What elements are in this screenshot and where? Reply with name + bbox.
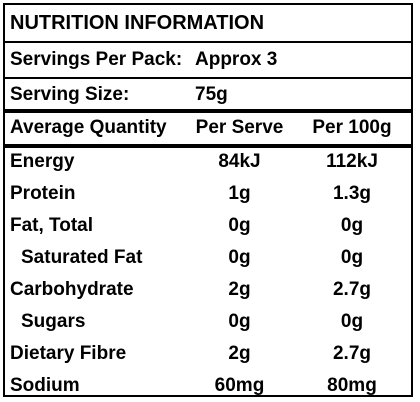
nutrient-per-serve: 1g <box>228 183 251 204</box>
nutrient-row-fat-total: Fat, Total 0g 0g <box>5 210 411 242</box>
serving-size-row: Serving Size: 75g <box>5 79 411 111</box>
nutrient-per-100g: 0g <box>340 247 364 268</box>
nutrient-per-serve: 0g <box>228 247 251 268</box>
divider <box>5 77 411 79</box>
title-row: NUTRITION INFORMATION <box>5 7 411 39</box>
nutrient-name: Saturated Fat <box>21 247 143 268</box>
column-header-per-100g: Per 100g <box>312 117 392 138</box>
nutrient-per-100g: 0g <box>340 311 364 332</box>
nutrient-per-100g: 80mg <box>327 375 377 396</box>
serving-size-value: 75g <box>195 84 228 105</box>
servings-row: Servings Per Pack: Approx 3 <box>5 44 411 76</box>
servings-label: Servings Per Pack: <box>10 49 183 70</box>
nutrient-name: Fat, Total <box>10 215 94 236</box>
nutrient-per-serve: 2g <box>228 343 251 364</box>
nutrient-per-100g: 2.7g <box>332 343 372 364</box>
nutrition-panel: NUTRITION INFORMATION Servings Per Pack:… <box>3 3 413 397</box>
nutrient-per-100g: 2.7g <box>332 279 372 300</box>
nutrient-row-sugars: Sugars 0g 0g <box>5 306 411 338</box>
nutrient-per-serve: 60mg <box>214 375 265 396</box>
serving-size-label: Serving Size: <box>10 84 130 105</box>
nutrient-name: Sugars <box>21 311 86 332</box>
nutrient-per-serve: 0g <box>228 215 251 236</box>
column-header-row: Average Quantity Per Serve Per 100g <box>5 112 411 144</box>
nutrient-per-serve: 84kJ <box>218 151 261 172</box>
servings-value: Approx 3 <box>195 49 278 70</box>
nutrient-row-carbohydrate: Carbohydrate 2g 2.7g <box>5 274 411 306</box>
divider <box>5 41 411 43</box>
nutrient-name: Carbohydrate <box>10 279 134 300</box>
nutrient-name: Sodium <box>10 375 80 396</box>
nutrient-per-100g: 1.3g <box>332 183 372 204</box>
nutrient-per-serve: 0g <box>228 311 251 332</box>
divider-thick <box>5 144 411 148</box>
nutrient-row-saturated-fat: Saturated Fat 0g 0g <box>5 242 411 274</box>
nutrient-row-protein: Protein 1g 1.3g <box>5 178 411 210</box>
nutrient-name: Energy <box>10 151 75 172</box>
nutrient-name: Dietary Fibre <box>10 343 127 364</box>
nutrient-row-sodium: Sodium 60mg 80mg <box>5 370 411 402</box>
nutrient-per-100g: 112kJ <box>326 151 378 172</box>
column-header-quantity: Average Quantity <box>10 117 167 138</box>
nutrient-per-serve: 2g <box>228 279 251 300</box>
divider-thick <box>5 109 411 113</box>
nutrient-row-dietary-fibre: Dietary Fibre 2g 2.7g <box>5 338 411 370</box>
nutrient-row-energy: Energy 84kJ 112kJ <box>5 146 411 178</box>
nutrient-name: Protein <box>10 183 76 204</box>
panel-title: NUTRITION INFORMATION <box>10 12 265 34</box>
nutrient-per-100g: 0g <box>340 215 364 236</box>
column-header-per-serve: Per Serve <box>195 117 284 138</box>
